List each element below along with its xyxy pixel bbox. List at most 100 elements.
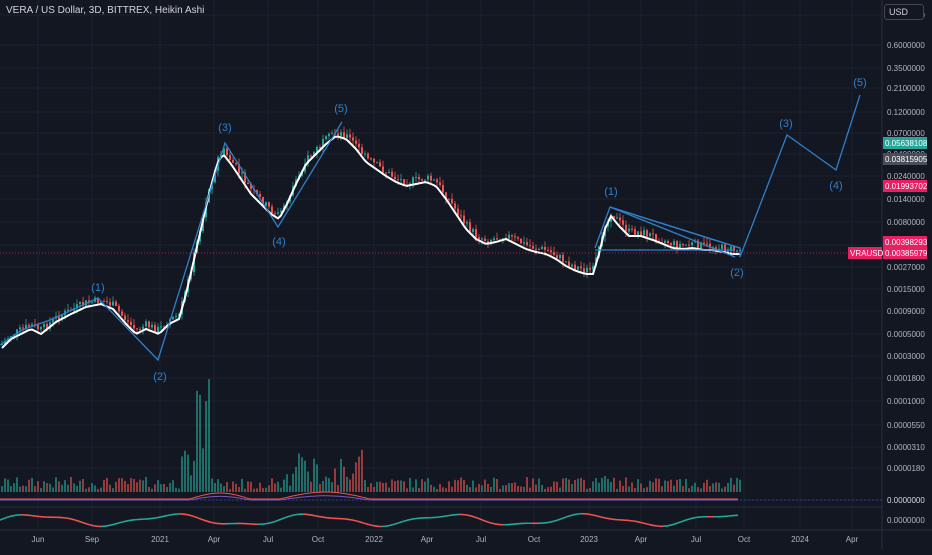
volume-bar: [601, 478, 603, 492]
candle-body: [517, 237, 519, 238]
volume-bar: [397, 480, 399, 492]
oscillator-segment: [366, 524, 369, 525]
oscillator-segment: [291, 515, 294, 516]
volume-bar: [40, 488, 42, 492]
oscillator-segment: [123, 521, 126, 522]
candle-body: [706, 243, 708, 244]
volume-bar: [367, 487, 369, 492]
oscillator-segment: [642, 523, 645, 524]
volume-bar: [445, 488, 447, 492]
volume-bar: [487, 484, 489, 492]
oscillator-segment: [198, 518, 201, 519]
oscillator-segment: [468, 515, 471, 516]
y-tick-label: 0.0080000: [887, 218, 925, 227]
volume-bar: [427, 478, 429, 492]
volume-bar: [130, 478, 132, 492]
candle-body: [679, 244, 681, 248]
volume-bar: [703, 483, 705, 492]
volume-bar: [145, 477, 147, 492]
candle-body: [544, 247, 546, 250]
oscillator-segment: [273, 521, 276, 522]
oscillator-segment: [357, 521, 360, 522]
oscillator-segment: [597, 516, 600, 517]
volume-bar: [634, 488, 636, 492]
oscillator-segment: [408, 519, 411, 520]
x-tick-label: 2021: [151, 535, 169, 544]
volume-bar: [190, 475, 192, 492]
volume-bar: [439, 484, 441, 492]
volume-bar: [577, 479, 579, 492]
candle-body: [340, 132, 342, 136]
oscillator-segment: [411, 519, 414, 520]
oscillator-segment: [168, 515, 171, 516]
volume-bar: [109, 485, 111, 492]
volume-bar: [496, 479, 498, 492]
volume-bar: [172, 480, 174, 492]
oscillator-segment: [684, 520, 687, 521]
oscillator-segment: [84, 523, 87, 524]
volume-bar: [550, 487, 552, 492]
volume-bar: [529, 488, 531, 492]
candle-body: [451, 199, 453, 204]
candle-body: [574, 265, 576, 270]
candle-body: [79, 302, 81, 304]
candle-body: [247, 183, 249, 184]
oscillator-segment: [474, 517, 477, 518]
volume-bar: [124, 481, 126, 492]
volume-bar: [706, 480, 708, 492]
volume-bar: [22, 486, 24, 492]
volume-bar: [586, 489, 588, 492]
candle-body: [160, 326, 162, 327]
candle-body: [424, 180, 426, 181]
volume-bar: [166, 487, 168, 492]
oscillator-segment: [66, 518, 69, 519]
candle-body: [580, 266, 582, 268]
volume-bar: [583, 480, 585, 492]
volume-bar: [220, 483, 222, 492]
oscillator-segment: [486, 521, 489, 522]
candle-body: [433, 180, 435, 181]
volume-bar: [118, 478, 120, 492]
candle-body: [673, 241, 675, 245]
candle-body: [547, 250, 549, 251]
volume-bar: [61, 485, 63, 492]
volume-bar: [139, 480, 141, 492]
volume-bar: [628, 486, 630, 492]
volume-bar: [379, 482, 381, 492]
currency-button[interactable]: USD: [884, 4, 924, 20]
volume-bar: [568, 480, 570, 492]
volume-bar: [484, 480, 486, 492]
oscillator-segment: [75, 520, 78, 521]
oscillator-segment: [693, 518, 696, 519]
oscillator-segment: [645, 523, 648, 524]
volume-bar: [100, 488, 102, 492]
candle-body: [148, 321, 150, 327]
y-tick-label: 0.0000550: [887, 421, 925, 430]
volume-bar: [136, 482, 138, 492]
volume-bar: [526, 477, 528, 492]
candle-body: [367, 154, 369, 159]
volume-bar: [370, 483, 372, 492]
y-tick-label: 0.0000180: [887, 464, 925, 473]
volume-bar: [154, 484, 156, 492]
candle-body: [670, 243, 672, 245]
volume-bar: [226, 482, 228, 492]
oscillator-segment: [636, 521, 639, 522]
oscillator-segment: [549, 522, 552, 523]
oscillator-segment: [606, 518, 609, 519]
candle-body: [109, 302, 111, 305]
candle-body: [175, 316, 177, 317]
volume-bar: [13, 483, 15, 492]
oscillator-segment: [573, 514, 576, 515]
oscillator-segment: [672, 524, 675, 525]
candle-body: [619, 217, 621, 220]
candle-body: [400, 179, 402, 180]
oscillator-segment: [570, 515, 573, 516]
volume-bar: [328, 478, 330, 492]
oscillator-segment: [480, 519, 483, 520]
volume-bar: [712, 483, 714, 492]
oscillator-segment: [189, 515, 192, 516]
candle-body: [145, 321, 147, 326]
